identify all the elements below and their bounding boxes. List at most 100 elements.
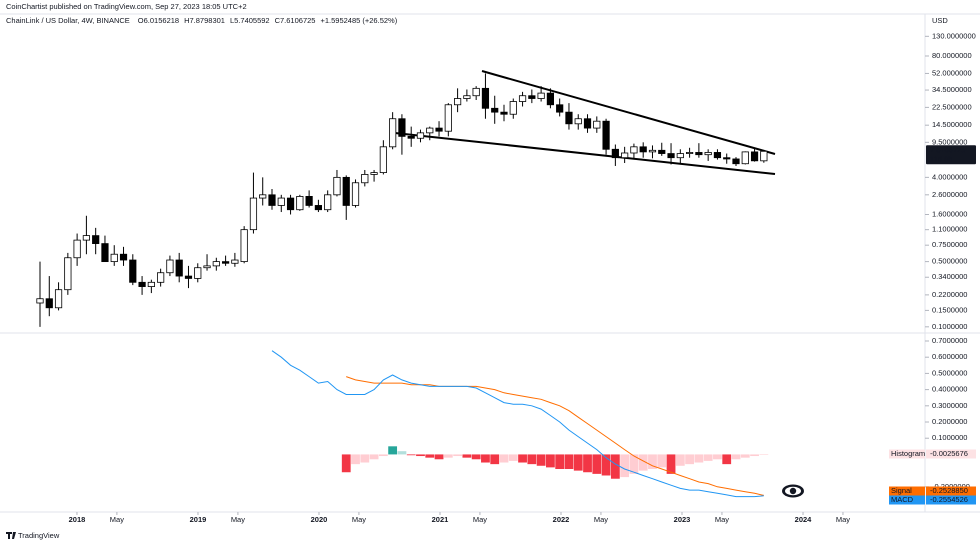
x-tick-label: May [110,515,124,524]
y-tick-label: 0.4000000 [932,385,967,394]
histogram-bar [546,454,555,468]
candle-body [658,149,666,154]
candle-body [574,118,582,125]
histogram-bar [443,454,453,458]
candle-body [435,127,443,132]
histogram-bar [378,454,388,457]
indicator-name: Signal [891,486,912,495]
candle-body [138,281,146,287]
candle-body [741,151,749,165]
y-tick-label: 14.5000000 [932,120,972,129]
candle-body [286,197,295,211]
indicator-value-tag [926,486,976,496]
candle-body [184,275,193,279]
y-tick-label: 0.1000000 [932,433,967,442]
candle-body [361,174,369,184]
candle-body [221,261,230,264]
histogram-bar [583,454,592,473]
candle-body [676,153,684,159]
indicator-name-tag [889,486,925,496]
candle-body [333,176,341,196]
candle-body [713,152,722,159]
y-tick-label: 1.1000000 [932,225,967,234]
indicator-value: -0.0025676 [930,449,968,458]
candle-body [472,87,480,97]
x-tick-label: May [352,515,366,524]
candle-body [426,127,434,134]
candle-body [157,272,165,283]
candle-body [240,229,248,263]
x-tick-label: May [836,515,850,524]
y-tick-label: 0.3000000 [932,401,967,410]
candle-body [73,239,81,259]
candle-body [231,259,239,264]
histogram-bar [610,454,620,479]
brand-name: TradingView [18,531,60,540]
histogram-bar [388,446,398,455]
histogram-bar [722,454,732,465]
eye-icon[interactable] [782,484,804,498]
histogram-bar [694,454,704,463]
candle-body [648,149,657,153]
candle-body [667,153,675,159]
candle-body [54,289,63,309]
candle-body [389,118,397,148]
indicator-name: MACD [891,495,914,504]
candles [36,73,768,327]
currency: USD [932,16,948,25]
publisher-line: CoinChartist published on TradingView.co… [6,2,247,11]
histogram-bar [369,454,379,460]
x-tick-label: 2023 [674,515,691,524]
candle-body [583,118,592,129]
histogram-bar [573,454,583,471]
histogram-bar [703,454,713,461]
histogram-bar [666,454,676,474]
candle-body [750,151,759,162]
histogram-bar [564,454,574,470]
candle-body [147,281,155,287]
y-tick-label: 0.1000000 [932,322,967,331]
candle-body [444,104,452,132]
ohlc-value: C7.6106725 [275,16,316,25]
indicator-name: Histogram [891,449,925,458]
histogram-bar [629,454,639,474]
histogram-bar [508,454,518,461]
histogram-bar [759,454,769,455]
candle-body [342,176,350,206]
candle-body [203,265,211,269]
histogram-bar [518,454,527,463]
histogram-bar [750,454,759,457]
histogram-bar [462,454,472,458]
y-tick-label: 4.0000000 [932,172,967,181]
candle-body [351,182,360,206]
candle-body [704,152,712,156]
y-tick-label: 1.6000000 [932,209,967,218]
histogram-bar [740,454,750,458]
histogram-bar [527,454,537,465]
x-tick-label: May [715,515,729,524]
y-tick-label: 0.5000000 [932,257,967,266]
y-tick-label: -0.2000000 [932,482,970,491]
y-tick-label: 0.7500000 [932,240,967,249]
ohlc-value: H7.8798301 [184,16,225,25]
candle-body [546,92,555,106]
candle-body [268,194,276,206]
candle-body [593,120,601,129]
x-tick-label: 2020 [311,515,328,524]
trend-line-lower [394,132,776,175]
candle-body [119,253,128,261]
candle-body [305,196,313,206]
histogram-bar [360,454,370,463]
symbol: ChainLink / US Dollar, 4W, BINANCE [6,16,130,25]
candle-body [407,135,415,139]
candle-body [621,152,629,159]
indicator-line [271,350,764,498]
y-tick-label: 130.0000000 [932,31,976,40]
countdown: 11d 8h [930,154,952,163]
y-tick-label: 22.5000000 [932,102,972,111]
y-tick-label: 80.0000000 [932,51,972,60]
change-value: +1.5952485 (+26.52%) [320,16,397,25]
indicator-value: -0.2554526 [930,495,968,504]
histogram-bar [471,454,481,460]
